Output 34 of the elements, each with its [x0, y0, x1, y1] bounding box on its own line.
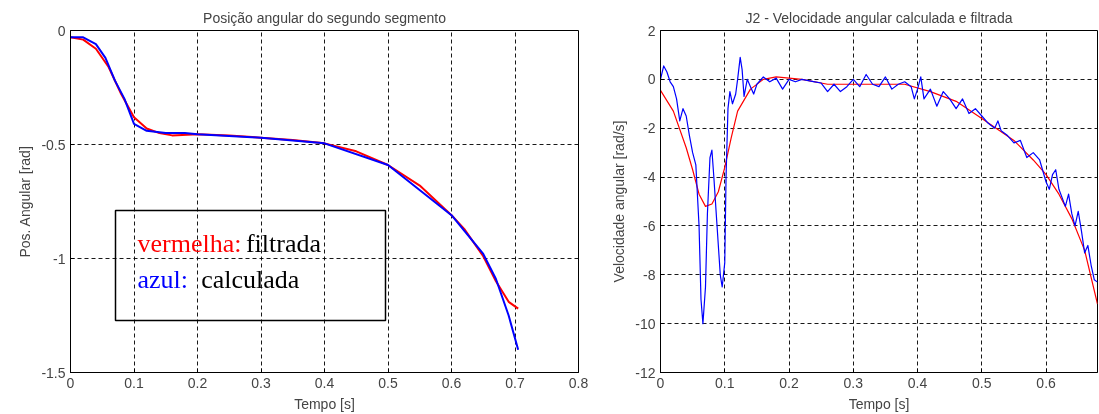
- x-tick-label: 0.1: [124, 374, 144, 391]
- y-axis-title: Pos. Angular [rad]: [17, 146, 34, 258]
- y-tick-label: -10: [635, 315, 656, 332]
- y-axis-title: Velocidade angular [rad/s]: [611, 120, 628, 283]
- x-axis-title: Tempo [s]: [848, 395, 910, 412]
- y-tick-label: -12: [635, 364, 656, 381]
- y-tick-label: -0.5: [41, 136, 66, 153]
- x-tick-label: 0.7: [505, 374, 525, 391]
- x-tick-label: 0.5: [378, 374, 398, 391]
- x-tick-label: 0.5: [972, 374, 992, 391]
- x-tick-label: 0.6: [441, 374, 462, 391]
- chart-title: J2 - Velocidade angular calculada e filtrada: [745, 9, 1013, 26]
- y-tick-label: 2: [647, 22, 656, 39]
- y-tick-label: -8: [643, 266, 656, 283]
- annotation: azul: calculada: [137, 264, 300, 294]
- y-tick-label: -1.5: [41, 364, 66, 381]
- chart-title: Posição angular do segundo segmento: [203, 9, 447, 26]
- y-tick-label: 0: [57, 22, 66, 39]
- y-tick-label: -4: [643, 169, 656, 186]
- x-tick-label: 0.3: [843, 374, 864, 391]
- x-tick-label: 0.4: [314, 374, 335, 391]
- y-tick-label: -6: [643, 217, 656, 234]
- x-tick-label: 0.1: [715, 374, 735, 391]
- y-tick-label: 0: [647, 71, 656, 88]
- x-tick-label: 0.3: [251, 374, 271, 391]
- x-tick-label: 0.2: [779, 374, 799, 391]
- x-axis-title: Tempo [s]: [294, 395, 355, 412]
- y-tick-label: -1: [53, 250, 66, 267]
- x-tick-label: 0.8: [568, 374, 589, 391]
- x-tick-label: 0.2: [187, 374, 208, 391]
- y-tick-label: -2: [643, 120, 656, 137]
- annotation: vermelha: filtrada: [137, 228, 322, 258]
- x-tick-label: 0.6: [1036, 374, 1057, 391]
- x-tick-label: 0.4: [907, 374, 928, 391]
